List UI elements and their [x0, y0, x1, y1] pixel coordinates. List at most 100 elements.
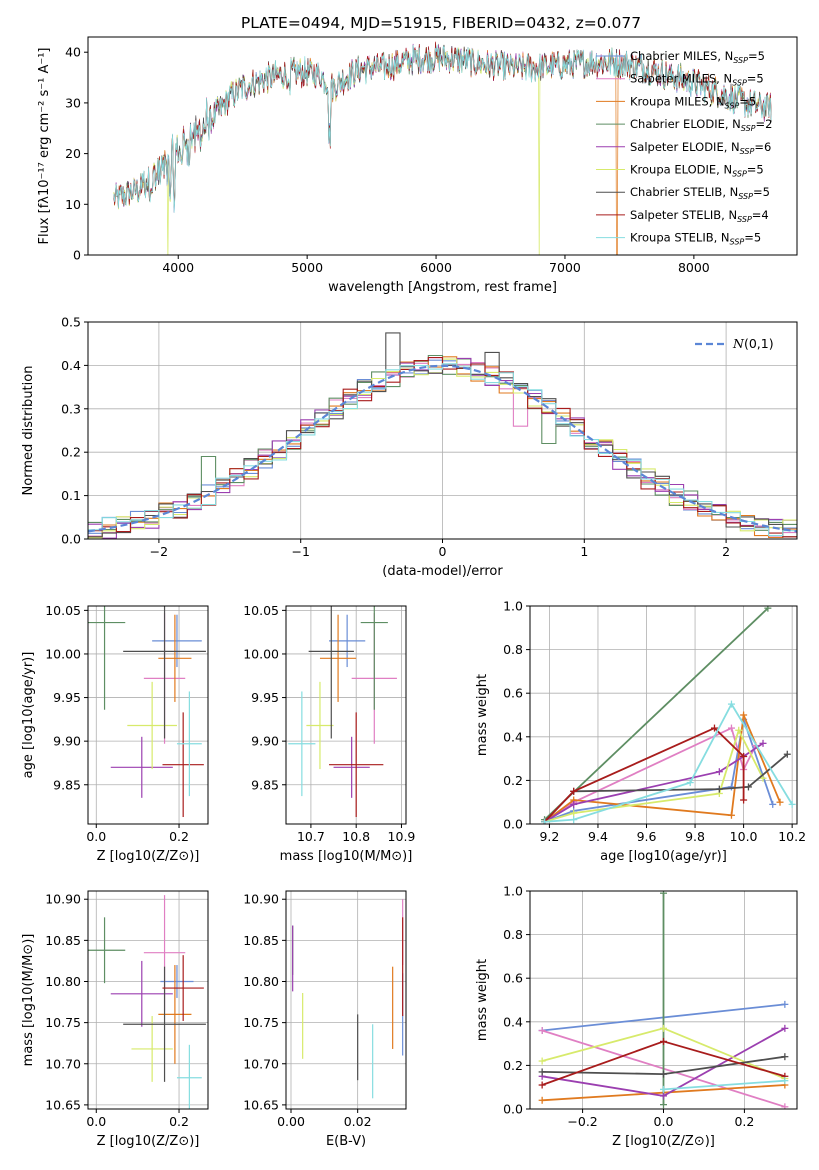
- legend-label: Kroupa STELIB, NSSP=5: [630, 231, 761, 247]
- y-tick-label: 10.85: [243, 933, 279, 948]
- y-tick-label: 10.70: [45, 1056, 81, 1071]
- x-axis-label: age [log10(age/yr)]: [600, 849, 727, 864]
- axes-frame: [529, 605, 798, 825]
- gaussian-curve: [88, 364, 797, 533]
- axes: 0.0 0.2 10.65 10.70 10.75 10.80 10.85 10.90 Z [l…: [21, 890, 209, 1149]
- errorbar-point: [306, 681, 334, 770]
- weight-series-3: [660, 891, 667, 1109]
- legend-label: N(0,1): [732, 336, 774, 351]
- weight-series-8: [541, 700, 796, 824]
- y-tick-label: 9.90: [53, 734, 81, 749]
- y-tick-label: 9.95: [251, 690, 279, 705]
- x-tick-label: 7000: [549, 260, 581, 275]
- grid: [88, 606, 208, 824]
- errorbar-point: [158, 614, 192, 702]
- y-tick-label: 0.6: [503, 686, 523, 701]
- x-tick-label: 8000: [678, 260, 710, 275]
- y-tick-label: 0.2: [61, 445, 81, 460]
- grid: [88, 321, 797, 540]
- errorbar-point: [123, 606, 206, 739]
- x-tick-label: −0.2: [567, 1114, 597, 1129]
- errorbar-point: [131, 1016, 173, 1082]
- y-tick-label: 10.85: [45, 933, 81, 948]
- legend: Chabrier MILES, NSSP=5 Salpeter MILES, NS…: [596, 49, 772, 247]
- errorbar-point: [110, 736, 173, 798]
- y-tick-label: 10.00: [45, 646, 81, 661]
- plot-marks: [88, 332, 797, 539]
- x-tick-label: 9.2: [539, 829, 559, 844]
- y-tick-label: 0.0: [503, 817, 523, 832]
- plot-marks: [288, 606, 397, 818]
- axes: −2 −1 0 1 2 0.0 0.1 0.2 0.3 0.4 0.5 (data-model)/er…: [21, 315, 798, 579]
- legend-label: Salpeter ELODIE, NSSP=6: [630, 140, 771, 156]
- y-tick-label: 0: [73, 248, 81, 263]
- y-tick-label: 10.75: [45, 1015, 81, 1030]
- x-tick-label: 10.7: [297, 829, 325, 844]
- errorbar-point: [176, 691, 202, 797]
- weight-series-7: [541, 724, 748, 824]
- errorbar-point: [360, 606, 388, 710]
- y-tick-label: 20: [65, 146, 81, 161]
- x-tick-label: 4000: [162, 260, 194, 275]
- chart-spectrum: 4000 5000 6000 7000 8000 0 10 20 30 40 wavelength …: [37, 36, 798, 295]
- axes-frame: [87, 36, 798, 256]
- y-tick-label: 0.8: [503, 642, 523, 657]
- y-tick-label: 0.3: [61, 401, 81, 416]
- y-tick-label: 1.0: [503, 599, 523, 614]
- y-axis-label: Flux [fλ10⁻¹⁷ erg cm⁻² s⁻¹ A⁻¹]: [37, 48, 52, 245]
- x-tick-label: 9.8: [685, 829, 705, 844]
- x-axis-label: (data-model)/error: [382, 564, 503, 579]
- y-tick-label: 10.80: [45, 974, 81, 989]
- plot-marks: [292, 899, 404, 1099]
- errorbar-point: [162, 955, 204, 1021]
- x-tick-label: 0: [439, 544, 447, 559]
- x-tick-label: 9.6: [637, 829, 657, 844]
- axes: 0.00 0.02 10.65 10.70 10.75 10.80 10.85 10.90 E(…: [243, 890, 407, 1149]
- errorbar-point: [333, 736, 370, 798]
- x-tick-label: 9.4: [588, 829, 608, 844]
- axes-frame: [285, 890, 407, 1110]
- plot-area: 4000 5000 6000 7000 8000010203040wavelength …: [21, 36, 806, 1149]
- y-tick-label: 0.2: [503, 1058, 523, 1073]
- y-tick-label: 0.8: [503, 927, 523, 942]
- errorbar-point: [88, 606, 126, 710]
- errorbar-point: [308, 606, 354, 739]
- errorbar-point: [162, 712, 204, 818]
- weight-series-7: [538, 1037, 789, 1089]
- y-tick-label: 10.80: [243, 974, 279, 989]
- y-tick-label: 30: [65, 95, 81, 110]
- weight-series-6: [538, 1053, 789, 1078]
- y-tick-label: 10.70: [243, 1056, 279, 1071]
- errorbar-point: [160, 965, 194, 998]
- chart-age_vs_mass: 10.7 10.8 10.9 9.85 9.90 9.95 10.00 10.05 mass […: [243, 603, 415, 864]
- y-tick-label: 0.1: [61, 488, 81, 503]
- legend: N(0,1): [695, 336, 774, 351]
- y-axis-label: mass [log10(M/M⊙)]: [21, 934, 36, 1067]
- plot-marks: [113, 41, 772, 255]
- y-axis-label: mass weight: [475, 674, 490, 756]
- x-tick-label: −2: [150, 544, 168, 559]
- y-tick-label: 10.90: [45, 892, 81, 907]
- errorbar-point: [176, 1044, 202, 1109]
- legend-label: Salpeter STELIB, NSSP=4: [630, 208, 769, 224]
- x-tick-label: 6000: [420, 260, 452, 275]
- y-tick-label: 0.0: [503, 1102, 523, 1117]
- legend-label: Chabrier MILES, NSSP=5: [630, 49, 765, 65]
- y-tick-label: 40: [65, 45, 81, 60]
- chart-weight_vs_Z: −0.2 0.0 0.2 0.0 0.2 0.4 0.6 0.8 1.0 Z [log10(Z/Z…: [475, 884, 798, 1149]
- y-tick-label: 10.75: [243, 1015, 279, 1030]
- x-axis-label: Z [log10(Z/Z⊙)]: [97, 849, 200, 864]
- legend-label: Chabrier ELODIE, NSSP=2: [630, 117, 772, 133]
- y-tick-label: 0.6: [503, 971, 523, 986]
- axes-frame: [87, 605, 209, 825]
- chart-mass_vs_Z: 0.0 0.2 10.65 10.70 10.75 10.80 10.85 10.90 Z [l…: [21, 890, 209, 1149]
- axes-frame: [285, 605, 407, 825]
- plot-marks: [541, 606, 796, 824]
- y-tick-label: 10.05: [45, 603, 81, 618]
- y-tick-label: 0.5: [61, 315, 81, 330]
- y-axis-label: age [log10(age/yr)]: [21, 652, 36, 779]
- errorbar-point: [288, 691, 316, 797]
- x-axis-label: mass [log10(M/M⊙)]: [280, 849, 413, 864]
- x-tick-label: 0.0: [86, 1114, 106, 1129]
